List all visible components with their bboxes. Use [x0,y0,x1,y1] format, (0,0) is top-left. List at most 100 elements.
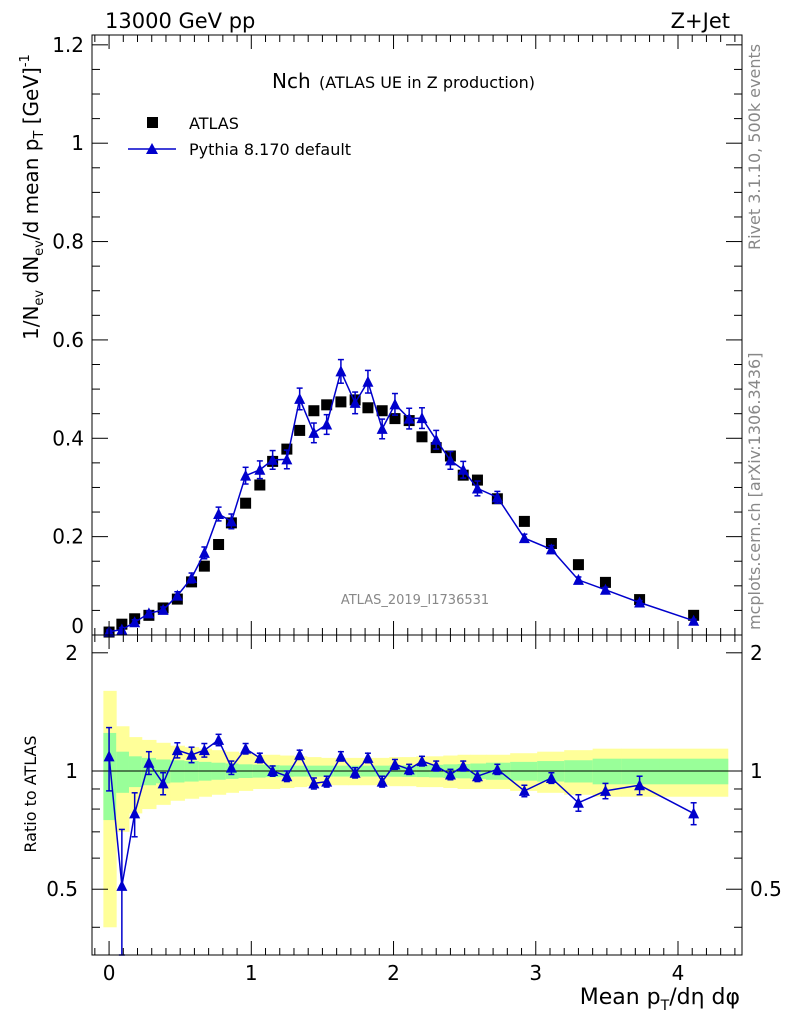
ratio-data-point [349,766,361,778]
mc-data-point [572,573,584,585]
mc-data-point [457,463,469,475]
ratio-data-point [444,768,456,780]
ratio-data-point [321,775,333,787]
atlas-data-point [321,399,333,411]
ratio-data-point [294,748,306,760]
legend-mc-marker [146,143,158,154]
mc-data-point [599,583,611,595]
atlas-data-point [599,576,611,588]
ratio-plot-frame [91,634,743,956]
x-axis-title: Mean pT/dη dφ [580,985,740,1014]
ratio-stat-uncertainty-band [128,756,143,788]
ratio-data-point [116,879,128,891]
y-tick-label: 0.4 [52,426,84,450]
ratio-data-point [143,756,155,768]
svg-text:Mean pT/dη dφ: Mean pT/dη dφ [580,985,740,1014]
ratio-data-point [430,759,442,771]
ratio-data-point [688,807,700,819]
mc-data-point [225,515,237,527]
atlas-data-point [416,431,428,443]
ratio-data-point [572,796,584,808]
ratio-y-tick-label: 1 [65,759,78,783]
mc-data-point [688,614,700,626]
atlas-data-point [213,539,225,551]
atlas-data-point [335,396,347,408]
atlas-data-point [240,497,252,509]
atlas-data-point [362,402,374,414]
ratio-y-axis-title: Ratio to ATLAS [21,735,40,852]
ratio-y-tick-label-right: 0.5 [750,877,782,901]
ratio-data-point [308,777,320,789]
ratio-data-point [281,770,293,782]
mc-data-point [116,623,128,635]
ratio-data-point [362,751,374,763]
mc-data-point [634,596,646,608]
mc-data-point [213,508,225,520]
mc-data-point [198,546,210,558]
ratio-data-point [267,765,279,777]
x-tick-label: 0 [103,961,116,985]
legend-atlas-label: ATLAS [189,114,239,133]
atlas-data-point [198,560,210,572]
main-panel: Nch (ATLAS UE in Z production) 1/Nev dNe… [18,33,743,638]
analysis-watermark: ATLAS_2019_I1736531 [341,593,489,608]
y-tick-label: 1.2 [52,33,84,57]
rivet-version-label: Rivet 3.1.10, 500k events [745,44,764,250]
ratio-data-point [518,784,530,796]
ratio-axes: 0 1 2 3 4 0.5 0.5 1 1 2 2 [46,634,782,985]
ratio-data-point [634,779,646,791]
header-energy: 13000 GeV pp [105,9,255,33]
mc-data-point [157,603,169,615]
mc-data-point [321,418,333,430]
y-tick-label: 0.6 [52,328,84,352]
mc-data-point [403,412,415,424]
ratio-y-tick-label: 0.5 [46,877,78,901]
y-tick-label: 0.8 [52,230,84,254]
ratio-data-point [403,763,415,775]
mc-data-point [171,589,183,601]
ratio-panel: 0 1 2 3 4 0.5 0.5 1 1 2 2 Ratio to ATLAS Mean pT/d… [21,634,782,1014]
ratio-data-point [171,744,183,756]
mc-data-point [129,616,141,628]
ratio-data-point [599,784,611,796]
mc-data-point [267,453,279,465]
legend: ATLAS Pythia 8.170 default [128,114,351,159]
mc-data-point [254,463,266,475]
x-tick-label: 4 [672,961,685,985]
mc-data-point [281,453,293,465]
ratio-data-point [213,733,225,745]
mc-data-point [491,491,503,503]
mc-data-point [389,398,401,410]
ratio-data-point [240,742,252,754]
ratio-data-point [198,744,210,756]
atlas-data-point [389,413,401,425]
ratio-y-tick-label-right: 1 [750,759,763,783]
header-process: Z+Jet [671,9,730,33]
mc-data-point [362,375,374,387]
legend-mc-label: Pythia 8.170 default [189,140,351,159]
mc-data-point [471,482,483,494]
ratio-data-marks [103,726,700,956]
atlas-data-point [471,474,483,486]
atlas-data-point [254,479,266,491]
ratio-data-point [254,751,266,763]
mc-data-point [335,365,347,377]
ratio-uncertainty-bands [103,690,729,928]
x-tick-label: 1 [245,961,258,985]
ratio-data-point [157,777,169,789]
x-tick-label: 2 [387,961,400,985]
plot-subtitle: (ATLAS UE in Z production) [319,73,535,92]
x-tick-label: 3 [529,961,542,985]
atlas-data-point [308,405,320,417]
ratio-data-point [225,761,237,773]
mc-data-point [308,426,320,438]
y-tick-label: 0 [71,614,84,638]
mc-data-point [294,392,306,404]
svg-text:1/Nev dNev/d mean pT [GeV]-1: 1/Nev dNev/d mean pT [GeV]-1 [18,54,47,340]
atlas-data-point [294,424,306,436]
mc-data-point [349,396,361,408]
main-y-axis-title: 1/Nev dNev/d mean pT [GeV]-1 [18,54,47,340]
mcplots-source-label: mcplots.cern.ch [arXiv:1306.3436] [745,353,764,630]
ratio-data-point [389,758,401,770]
